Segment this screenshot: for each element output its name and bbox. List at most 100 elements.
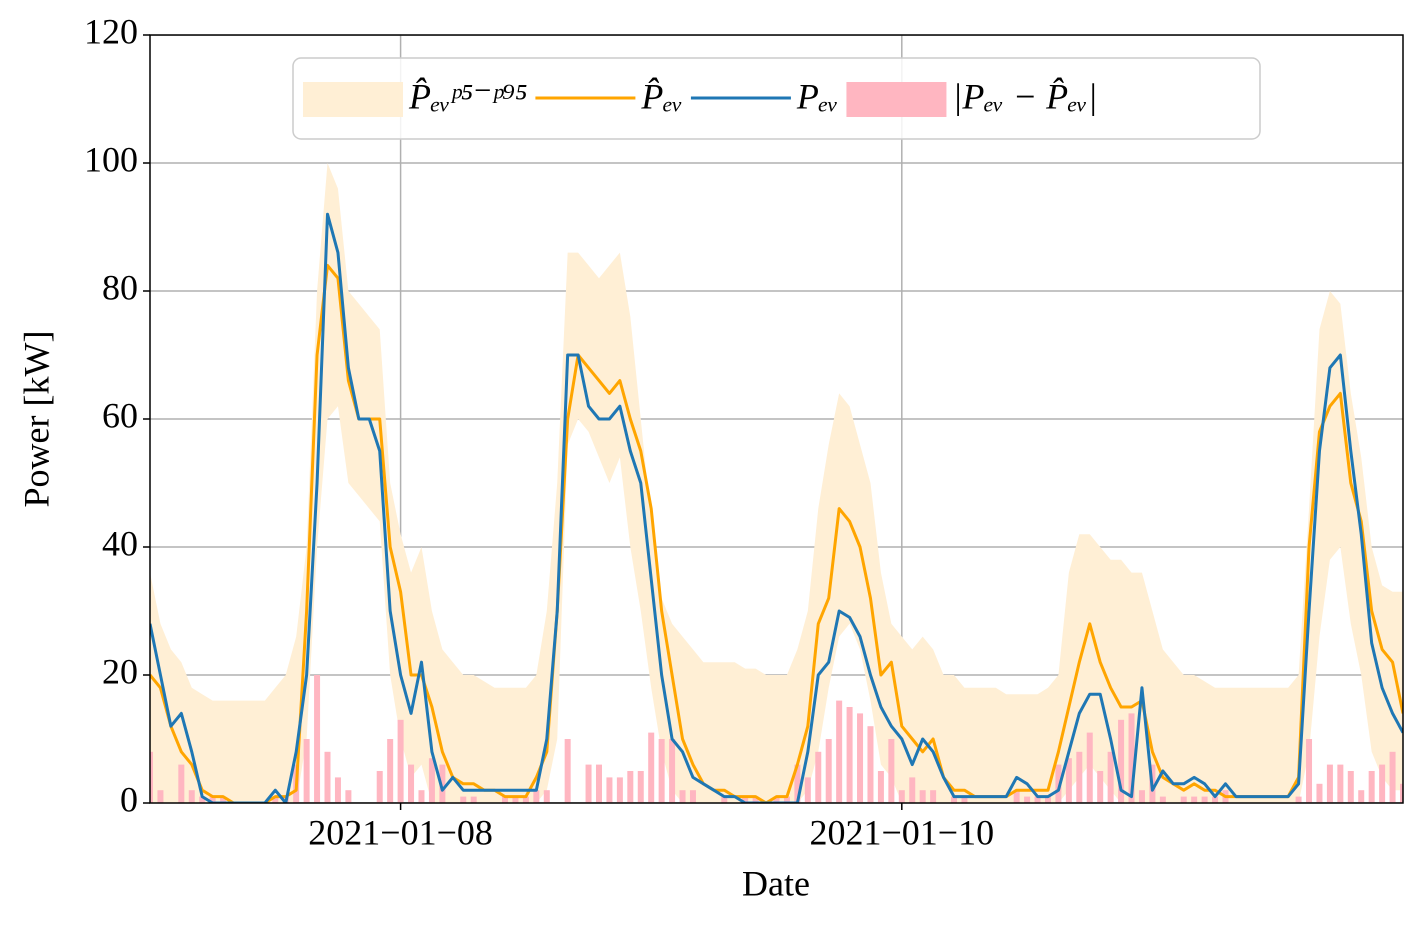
bar: [1400, 783, 1403, 803]
bar: [1065, 758, 1072, 803]
bar: [616, 777, 623, 803]
y-tick-label: 100: [84, 139, 138, 179]
bar: [951, 796, 958, 803]
bar: [522, 796, 529, 803]
legend-label: P̂ₑᵥ: [640, 76, 683, 116]
bar: [930, 790, 937, 803]
bar: [909, 777, 916, 803]
bar: [543, 790, 550, 803]
bar: [1306, 739, 1313, 803]
bar: [1159, 796, 1166, 803]
bar: [679, 790, 686, 803]
bar: [742, 796, 749, 803]
bar: [669, 739, 676, 803]
bar: [209, 796, 216, 803]
legend-label: |Pₑᵥ − P̂ₑᵥ|: [952, 76, 1097, 116]
bar: [752, 796, 759, 803]
bar: [867, 726, 874, 803]
bar: [1326, 764, 1333, 803]
legend-label: P̂ₑᵥᵖ⁵⁻ᵖ⁹⁵: [408, 76, 527, 116]
bar: [1044, 796, 1051, 803]
bar: [637, 771, 644, 803]
bar: [1034, 796, 1041, 803]
bar: [157, 790, 164, 803]
bar: [804, 777, 811, 803]
bar: [1212, 796, 1219, 803]
bar: [857, 713, 864, 803]
bar: [919, 790, 926, 803]
bar: [470, 796, 477, 803]
bar: [502, 796, 509, 803]
x-tick-label: 2021−01−08: [308, 812, 493, 852]
y-tick-label: 120: [84, 11, 138, 51]
y-axis-label: Power [kW]: [16, 331, 56, 508]
bar: [408, 764, 415, 803]
bar: [1368, 771, 1375, 803]
bar: [564, 739, 571, 803]
legend: P̂ₑᵥᵖ⁵⁻ᵖ⁹⁵ P̂ₑᵥ Pₑᵥ |Pₑᵥ − P̂ₑᵥ|: [292, 57, 1261, 140]
bar: [150, 751, 153, 803]
y-tick-label: 20: [102, 651, 138, 691]
legend-swatch: [303, 82, 403, 117]
bar: [324, 751, 331, 803]
bar: [387, 739, 394, 803]
bar: [397, 719, 404, 803]
y-tick-label: 60: [102, 395, 138, 435]
bar: [1076, 751, 1083, 803]
bar: [188, 790, 195, 803]
axes-frame: [149, 34, 1404, 804]
line: [150, 212, 1403, 803]
bar: [1358, 790, 1365, 803]
bar: [606, 777, 613, 803]
bar: [178, 764, 185, 803]
bar: [1097, 771, 1104, 803]
bar: [1086, 732, 1093, 803]
bar: [1379, 764, 1386, 803]
y-tick-label: 80: [102, 267, 138, 307]
bar: [658, 739, 665, 803]
bar: [1337, 764, 1344, 803]
bar: [721, 796, 728, 803]
y-tick-label: 40: [102, 523, 138, 563]
bar: [439, 764, 446, 803]
bar: [1107, 751, 1114, 803]
x-tick-label: 2021−01−10: [809, 812, 994, 852]
bar: [689, 790, 696, 803]
bar: [1118, 719, 1125, 803]
bar: [595, 764, 602, 803]
bar: [825, 739, 832, 803]
bar: [533, 790, 540, 803]
legend-swatch: [846, 82, 947, 117]
bar: [1201, 796, 1208, 803]
bar: [846, 707, 853, 803]
bar: [460, 796, 467, 803]
bar: [1389, 751, 1396, 803]
bar: [1191, 796, 1198, 803]
bar: [428, 758, 435, 803]
bar: [1024, 796, 1031, 803]
bar: [512, 796, 519, 803]
bar: [898, 790, 905, 803]
bar: [303, 739, 310, 803]
bar: [836, 700, 843, 803]
bar: [877, 771, 884, 803]
bar: [1180, 796, 1187, 803]
bar: [815, 751, 822, 803]
bar: [648, 732, 655, 803]
bar: [314, 675, 321, 803]
bar: [794, 764, 801, 803]
bar: [272, 796, 279, 803]
band: [150, 163, 1403, 803]
plot-area: [150, 35, 1403, 803]
bar: [627, 771, 634, 803]
bar: [888, 739, 895, 803]
bar: [1347, 771, 1354, 803]
bar: [1295, 796, 1302, 803]
bar: [1128, 713, 1135, 803]
bar: [585, 764, 592, 803]
bar: [220, 796, 227, 803]
bar: [334, 777, 341, 803]
bar: [1055, 764, 1062, 803]
bar: [199, 796, 206, 803]
